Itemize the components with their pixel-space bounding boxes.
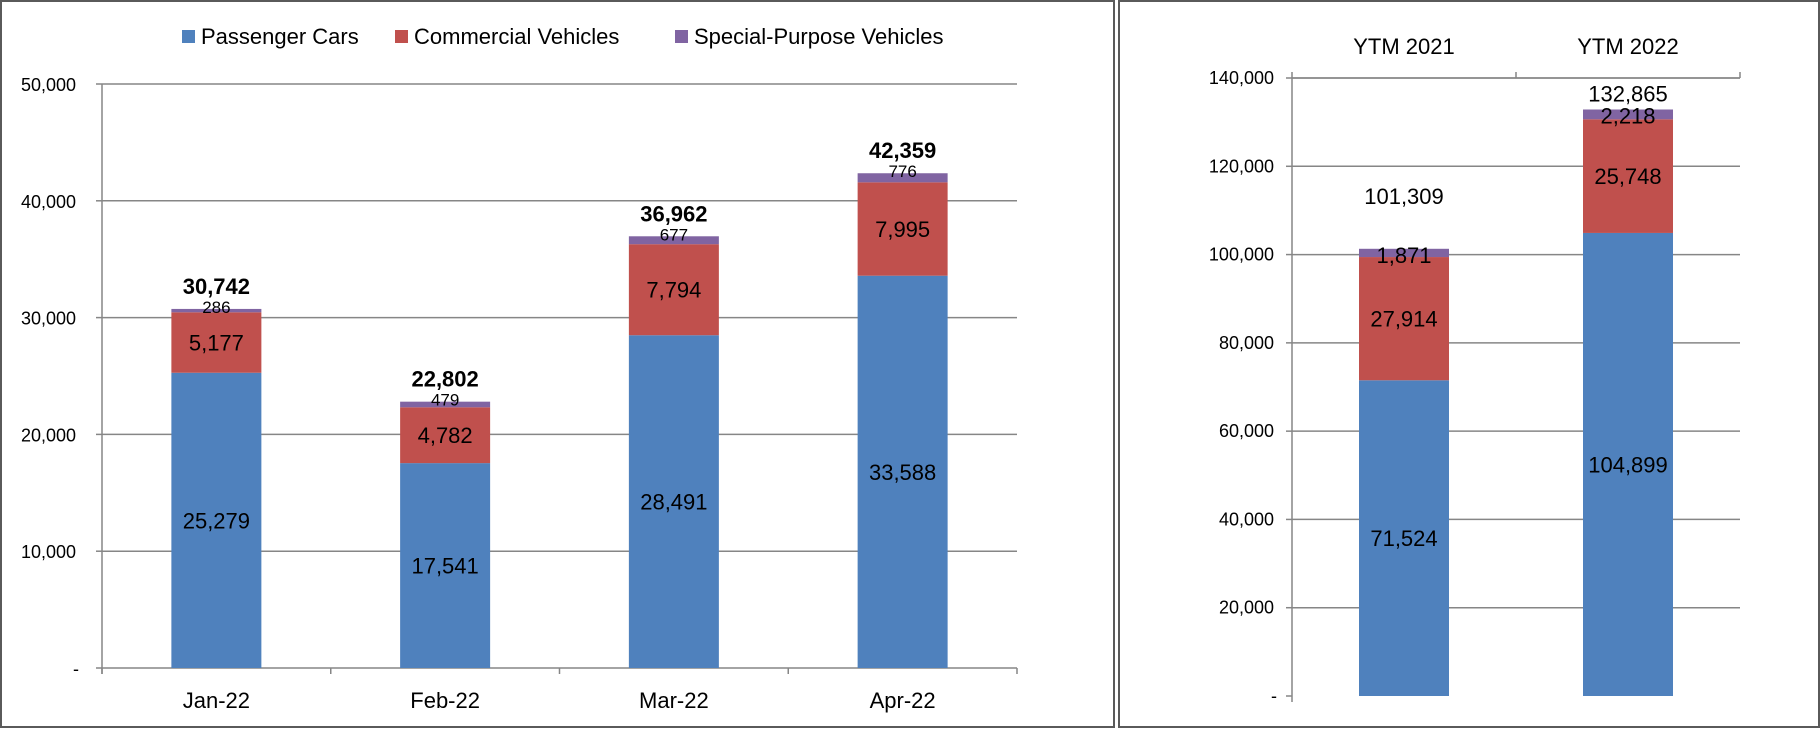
- monthly-sales-chart: Passenger Cars Commercial Vehicles Special…: [21, 24, 1018, 713]
- bar-segment-passenger-cars: [1583, 232, 1673, 696]
- bar-segment-passenger-cars: [628, 335, 719, 668]
- data-label-special-purpose-vehicles: 776: [888, 162, 916, 181]
- x-category-label: Jan-22: [183, 688, 250, 713]
- total-label: 101,309: [1364, 184, 1444, 209]
- x-category-label: YTM 2021: [1353, 34, 1455, 59]
- bar-segment-commercial-vehicles: [1359, 257, 1449, 381]
- y-tick-label: 120,000: [1209, 156, 1274, 176]
- y-tick-label: 10,000: [21, 542, 76, 562]
- bar-segment-commercial-vehicles: [628, 244, 719, 336]
- y-tick-label: 40,000: [21, 192, 76, 212]
- total-label: 36,962: [640, 201, 707, 226]
- data-label-special-purpose-vehicles: 286: [202, 298, 230, 317]
- legend-label-commercial-vehicles: Commercial Vehicles: [414, 24, 619, 49]
- x-category-label: Apr-22: [870, 688, 936, 713]
- data-label-special-purpose-vehicles: 1,871: [1376, 243, 1431, 268]
- data-label-special-purpose-vehicles: 2,218: [1600, 103, 1655, 128]
- y-tick-label: 20,000: [1219, 598, 1274, 618]
- total-label: 132,865: [1588, 81, 1668, 106]
- data-label-passenger-cars: 71,524: [1370, 526, 1437, 551]
- data-label-special-purpose-vehicles: 677: [660, 225, 688, 244]
- bar-segment-passenger-cars: [857, 275, 948, 668]
- total-label: 42,359: [869, 138, 936, 163]
- data-label-passenger-cars: 33,588: [869, 460, 936, 485]
- legend-swatch-special-purpose-vehicles: [675, 30, 688, 43]
- data-label-commercial-vehicles: 7,995: [875, 217, 930, 242]
- y-tick-label: 20,000: [21, 425, 76, 445]
- legend-label-special-purpose-vehicles: Special-Purpose Vehicles: [694, 24, 943, 49]
- bar-segment-commercial-vehicles: [1583, 119, 1673, 233]
- data-label-commercial-vehicles: 4,782: [418, 423, 473, 448]
- y-tick-label: 50,000: [21, 75, 76, 95]
- bar-segment-special-purpose-vehicles: [628, 236, 719, 245]
- legend-label-passenger-cars: Passenger Cars: [201, 24, 359, 49]
- data-label-passenger-cars: 25,279: [183, 508, 250, 533]
- data-label-commercial-vehicles: 25,748: [1594, 164, 1661, 189]
- y-tick-label: 140,000: [1209, 68, 1274, 88]
- y-tick-label: 100,000: [1209, 245, 1274, 265]
- data-label-passenger-cars: 104,899: [1588, 452, 1668, 477]
- data-label-commercial-vehicles: 27,914: [1370, 307, 1437, 332]
- data-label-passenger-cars: 28,491: [640, 490, 707, 515]
- total-label: 22,802: [411, 367, 478, 392]
- monthly-sales-chart-panel: Passenger Cars Commercial Vehicles Special…: [0, 0, 1115, 728]
- bar-segment-commercial-vehicles: [857, 182, 948, 276]
- bar-segment-special-purpose-vehicles: [857, 173, 948, 183]
- y-tick-label: -: [73, 659, 79, 679]
- bar-segment-special-purpose-vehicles: [400, 401, 491, 408]
- y-tick-label: -: [1271, 686, 1277, 706]
- data-label-commercial-vehicles: 7,794: [646, 278, 701, 303]
- bar-segment-commercial-vehicles: [171, 312, 262, 373]
- bar-segment-special-purpose-vehicles: [1359, 248, 1449, 258]
- x-category-label: Mar-22: [639, 688, 709, 713]
- data-label-passenger-cars: 17,541: [411, 554, 478, 579]
- bar-segment-special-purpose-vehicles: [1583, 109, 1673, 120]
- y-tick-label: 30,000: [21, 309, 76, 329]
- legend-swatch-commercial-vehicles: [395, 30, 408, 43]
- data-label-commercial-vehicles: 5,177: [189, 331, 244, 356]
- bar-segment-special-purpose-vehicles: [171, 308, 262, 313]
- legend-swatch-passenger-cars: [182, 30, 195, 43]
- bar-segment-commercial-vehicles: [400, 407, 491, 464]
- y-tick-label: 40,000: [1219, 509, 1274, 529]
- x-category-label: YTM 2022: [1577, 34, 1679, 59]
- data-label-special-purpose-vehicles: 479: [431, 391, 459, 410]
- y-tick-label: 80,000: [1219, 333, 1274, 353]
- bar-segment-passenger-cars: [400, 463, 491, 668]
- bar-segment-passenger-cars: [171, 372, 262, 668]
- y-tick-label: 60,000: [1219, 421, 1274, 441]
- total-label: 30,742: [183, 274, 250, 299]
- ytm-sales-chart-panel: - 20,000 40,000 60,000 80,000 100,000 120,000 1…: [1118, 0, 1820, 728]
- bar-segment-passenger-cars: [1359, 380, 1449, 696]
- ytm-sales-chart: - 20,000 40,000 60,000 80,000 100,000 120,000 1…: [1209, 34, 1741, 706]
- x-category-label: Feb-22: [410, 688, 480, 713]
